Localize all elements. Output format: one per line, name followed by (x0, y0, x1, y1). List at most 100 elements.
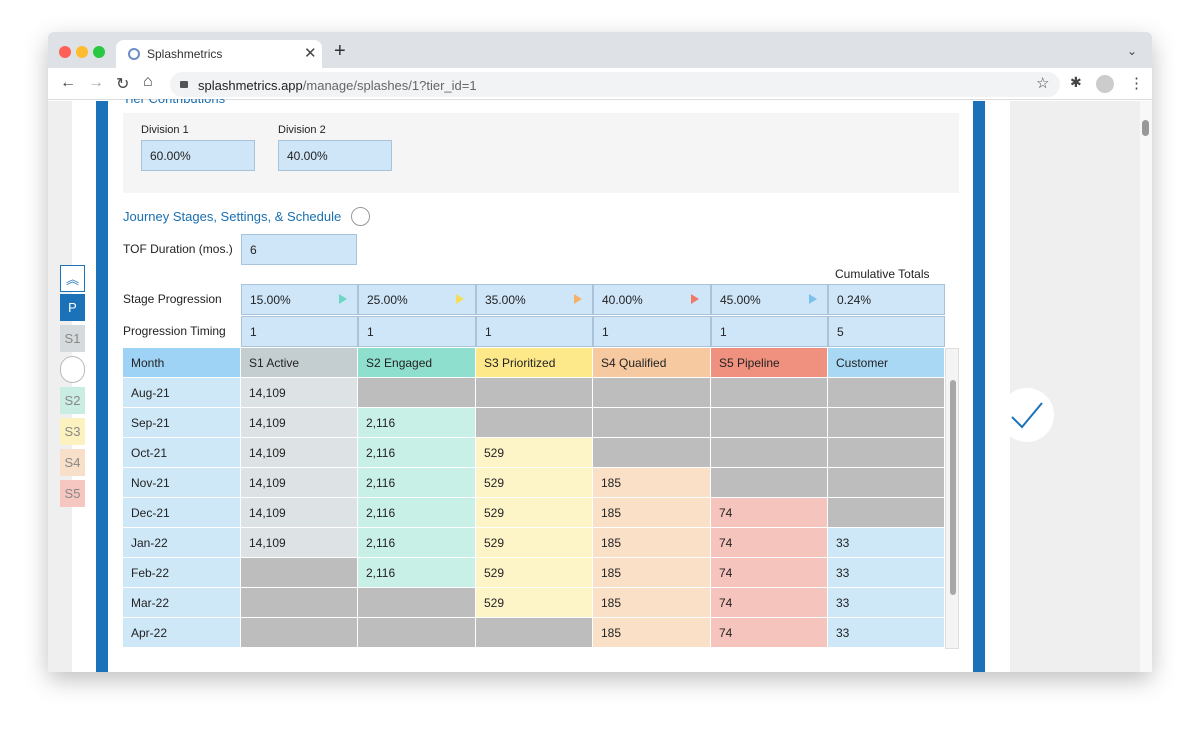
sidebar-item[interactable]: S1 (60, 325, 85, 352)
avatar-button[interactable] (60, 356, 85, 383)
month-cell: Jan-22 (123, 528, 241, 558)
column-header: S1 Active (241, 348, 358, 378)
sidebar-item[interactable]: S4 (60, 449, 85, 476)
table-cell: 185 (593, 618, 711, 648)
left-gutter (48, 101, 72, 672)
month-cell: Aug-21 (123, 378, 241, 408)
table-cell (241, 558, 358, 588)
close-dot[interactable] (59, 46, 71, 58)
table-cell (828, 498, 945, 528)
table-cell: 14,109 (241, 528, 358, 558)
tier-box (123, 113, 959, 193)
omnibox[interactable] (170, 72, 1060, 97)
table-cell (358, 588, 476, 618)
table-cell: 185 (593, 588, 711, 618)
sidebar-item[interactable]: S5 (60, 480, 85, 507)
tab-close[interactable]: ✕ (304, 45, 317, 62)
table-cell: 185 (593, 468, 711, 498)
table-cell: 2,116 (358, 438, 476, 468)
tof-input[interactable]: 6 (241, 234, 357, 265)
url-host: splashmetrics.app (198, 78, 303, 93)
table-cell: 529 (476, 528, 593, 558)
extensions[interactable]: ✱ (1070, 74, 1082, 90)
favicon (128, 48, 140, 60)
new-tab[interactable]: + (334, 40, 346, 62)
table-cell (241, 588, 358, 618)
stage-arrow (691, 294, 699, 304)
stage-progression-input[interactable]: 15.00% (241, 284, 358, 315)
table-scroll-thumb[interactable] (950, 380, 956, 595)
progression-timing-input[interactable]: 5 (828, 316, 945, 347)
table-cell (476, 618, 593, 648)
back[interactable]: ← (60, 74, 76, 91)
sidebar-item[interactable]: P (60, 294, 85, 321)
blue-bar-left (96, 101, 108, 672)
reload[interactable]: ↻ (116, 76, 130, 93)
sidebar-item[interactable]: S3 (60, 418, 85, 445)
min-dot[interactable] (76, 46, 88, 58)
table-cell (711, 468, 828, 498)
max-dot[interactable] (93, 46, 105, 58)
table-cell: 529 (476, 498, 593, 528)
table-cell: 33 (828, 618, 945, 648)
month-cell: Apr-22 (123, 618, 241, 648)
progression-timing-input[interactable]: 1 (593, 316, 711, 347)
collapse-button[interactable]: ︽ (60, 265, 85, 292)
table-cell: 74 (711, 498, 828, 528)
profile[interactable] (1096, 75, 1114, 93)
month-cell: Sep-21 (123, 408, 241, 438)
month-cell: Dec-21 (123, 498, 241, 528)
confirm-button[interactable] (1000, 388, 1054, 442)
table-cell: 14,109 (241, 498, 358, 528)
column-header: S4 Qualified (593, 348, 711, 378)
table-cell (358, 378, 476, 408)
table-cell: 185 (593, 498, 711, 528)
table-cell: 529 (476, 438, 593, 468)
url: splashmetrics.app/manage/splashes/1?tier… (198, 78, 477, 93)
table-cell: 74 (711, 558, 828, 588)
table-cell: 74 (711, 588, 828, 618)
table-cell: 2,116 (358, 528, 476, 558)
forward[interactable]: → (88, 74, 104, 91)
column-header: Month (123, 348, 241, 378)
stage-arrow (456, 294, 464, 304)
table-cell (828, 408, 945, 438)
progression-timing-input[interactable]: 1 (711, 316, 828, 347)
table-cell: 14,109 (241, 378, 358, 408)
month-cell: Mar-22 (123, 588, 241, 618)
table-cell: 2,116 (358, 498, 476, 528)
page-scroll-thumb[interactable] (1142, 120, 1149, 136)
tab-menu[interactable]: ⌄ (1127, 44, 1138, 58)
division-input[interactable]: 60.00% (141, 140, 255, 171)
stage-arrow (809, 294, 817, 304)
table-cell: 529 (476, 588, 593, 618)
bookmark[interactable]: ☆ (1036, 75, 1050, 92)
table-cell: 2,116 (358, 468, 476, 498)
division-input[interactable]: 40.00% (278, 140, 392, 171)
table-cell (828, 378, 945, 408)
sidebar-item[interactable]: S2 (60, 387, 85, 414)
table-cell: 74 (711, 618, 828, 648)
column-header: S2 Engaged (358, 348, 476, 378)
stage-progression-input[interactable]: 0.24% (828, 284, 945, 315)
stage-progression-input[interactable]: 35.00% (476, 284, 593, 315)
journey-icon[interactable] (351, 207, 370, 226)
row-label: Progression Timing (123, 324, 226, 338)
progression-timing-input[interactable]: 1 (241, 316, 358, 347)
check-icon (1011, 402, 1043, 429)
table-cell (593, 408, 711, 438)
menu[interactable]: ⋮ (1129, 75, 1144, 92)
table-cell: 185 (593, 558, 711, 588)
home[interactable]: ⌂ (143, 73, 153, 90)
stage-progression-input[interactable]: 45.00% (711, 284, 828, 315)
progression-timing-input[interactable]: 1 (358, 316, 476, 347)
progression-timing-input[interactable]: 1 (476, 316, 593, 347)
column-header: S3 Prioritized (476, 348, 593, 378)
journey-title: Journey Stages, Settings, & Schedule (123, 209, 342, 224)
table-cell (593, 438, 711, 468)
tab[interactable] (116, 40, 322, 68)
month-cell: Oct-21 (123, 438, 241, 468)
table-cell: 14,109 (241, 438, 358, 468)
lock (180, 81, 188, 88)
